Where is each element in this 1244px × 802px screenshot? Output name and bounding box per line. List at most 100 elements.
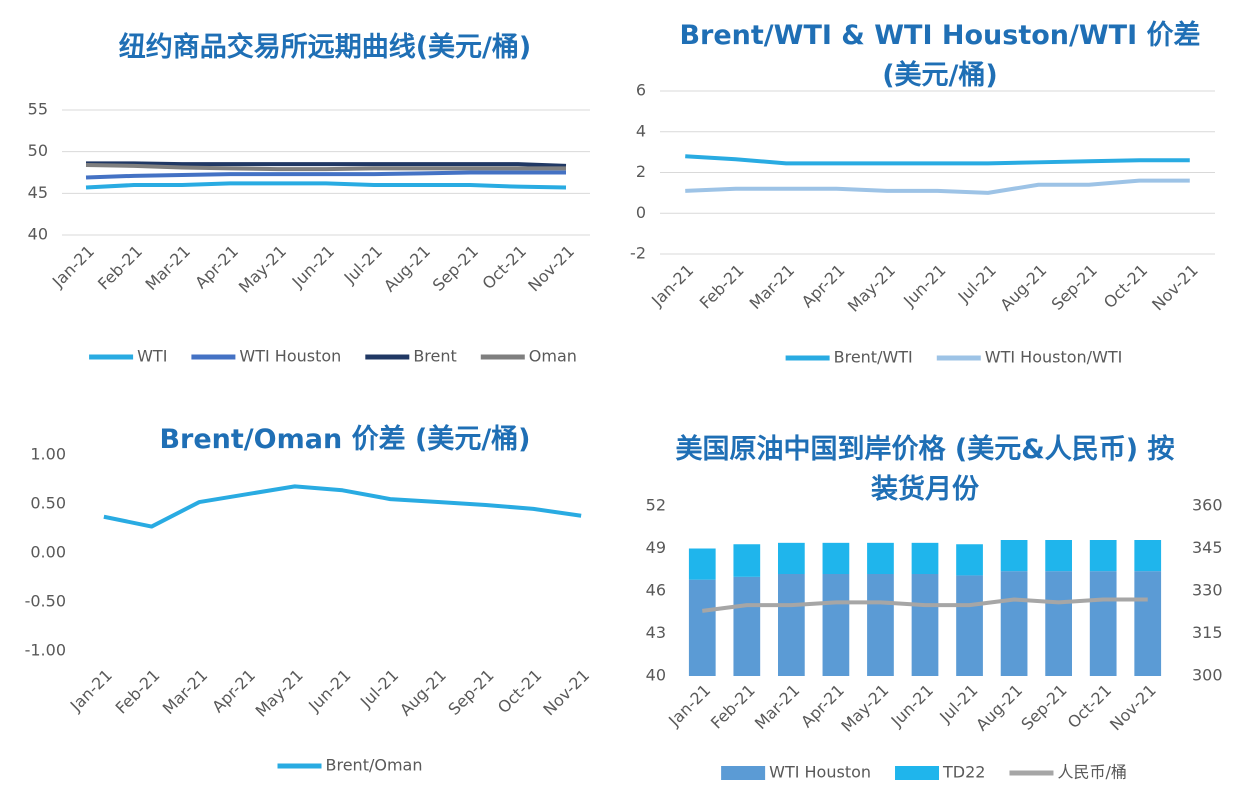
legend-label: WTI Houston/WTI [985,348,1123,367]
legend: Brent/Oman [277,756,423,775]
chart-title: 美国原油中国到岸价格 (美元&人民币) 按装货月份 [675,434,1175,505]
line-series [103,484,582,529]
bar-segment [688,548,716,580]
x-tick-label: May-21 [837,681,892,736]
x-tick-label: Nov-21 [539,666,593,720]
bar-segment [867,574,894,676]
y-tick-label: 6 [636,81,646,100]
y-tick-label: 0.00 [30,543,66,562]
bar-segment [1089,571,1117,676]
x-tick-label: Sep-21 [429,242,482,295]
y-tick-label: 55 [28,100,48,119]
bar-segment [911,542,939,574]
x-tick-label: Jul-21 [954,261,1000,307]
bar-segment [778,542,805,574]
y-tick-label: -2 [630,244,646,263]
x-tick-label: Jul-21 [356,666,402,712]
bar-segment [733,576,761,676]
x-tick-label: Oct-21 [479,242,530,293]
y2-tick-label: 345 [1192,538,1223,557]
x-tick-label: Apr-21 [208,666,259,717]
chart-title: Brent/WTI & WTI Houston/WTI 价差 (美元/桶) [679,20,1201,91]
y-tick-label: 0 [636,203,646,222]
x-tick-label: Mar-21 [141,242,194,295]
x-tick-label: Feb-21 [94,242,146,294]
y-tick-label: 4 [636,121,646,140]
bar-segment [822,542,850,574]
bar-segment [867,542,894,574]
y-tick-label: -1.00 [25,641,66,660]
x-tick-label: Apr-21 [191,242,242,293]
y-tick-label: 0.50 [30,494,66,513]
x-tick-label: Aug-21 [996,261,1050,315]
bar-segment [688,579,716,676]
y2-tick-label: 360 [1192,496,1223,515]
x-tick-label: Jul-21 [340,242,386,288]
legend-label: Brent [413,347,456,366]
legend-label: Brent/Oman [326,756,423,775]
legend-label: WTI [137,347,167,366]
legend-label: Brent/WTI [834,348,913,367]
bar-segment [822,574,850,676]
y-tick-label: 40 [28,225,48,244]
y-tick-label: 2 [636,162,646,181]
x-tick-label: Nov-21 [1148,261,1202,315]
x-tick-label: Jan-21 [66,666,116,716]
x-tick-label: Nov-21 [1106,681,1160,735]
x-tick-label: Oct-21 [1100,261,1151,312]
x-tick-label: Sep-21 [1048,261,1101,314]
line-series [702,597,1148,613]
legend-label: 人民币/桶 [1057,763,1126,782]
y-tick-label: 1.00 [30,445,66,464]
x-tick-label: Mar-21 [746,261,799,314]
line-series [85,170,566,180]
y-tick-label: 46 [646,581,666,600]
chart-title: 纽约商品交易所远期曲线(美元/桶) [118,32,532,63]
x-tick-label: Mar-21 [751,681,804,734]
x-tick-label: May-21 [844,261,899,316]
x-tick-label: Sep-21 [444,666,497,719]
line-series [85,163,566,172]
x-tick-label: Feb-21 [112,666,164,718]
y-tick-label: -0.50 [25,592,66,611]
legend-swatch [721,766,766,780]
x-tick-label: Sep-21 [1017,681,1070,734]
legend: WTI Houston TD22 人民币/桶 [721,763,1127,782]
bar-segment [911,574,939,676]
legend-label: WTI Houston [239,347,341,366]
x-tick-label: Mar-21 [159,666,212,719]
legend-label: WTI Houston [769,763,871,782]
x-tick-label: Oct-21 [494,666,545,717]
legend-label: TD22 [942,763,985,782]
bar-segment [778,574,805,676]
line-series [685,178,1190,195]
bar-segment [956,575,983,676]
bar-segment [956,544,983,576]
legend-label: Oman [529,347,577,366]
line-series [685,154,1190,166]
legend: WTI WTI Houston Brent Oman [89,347,577,366]
x-tick-label: Jan-21 [48,242,98,292]
bar-segment [1000,571,1028,676]
x-tick-label: Jun-21 [288,242,338,292]
line-series [86,161,567,168]
x-tick-label: Oct-21 [1064,681,1115,732]
x-tick-label: May-21 [235,242,290,297]
bar-segment [733,544,761,577]
line-series [85,181,567,190]
legend-swatch [895,766,940,780]
x-tick-label: Aug-21 [380,242,434,296]
y2-tick-label: 330 [1192,581,1223,600]
x-tick-label: Aug-21 [972,681,1026,735]
x-tick-label: Jun-21 [887,681,937,731]
legend: Brent/WTI WTI Houston/WTI [785,348,1123,367]
x-tick-label: Aug-21 [396,666,450,720]
x-tick-label: Jan-21 [664,681,714,731]
x-tick-label: May-21 [252,666,307,721]
x-tick-label: Apr-21 [798,261,849,312]
x-tick-label: Feb-21 [696,261,748,313]
y-tick-label: 52 [646,496,666,515]
y-tick-label: 45 [28,183,48,202]
